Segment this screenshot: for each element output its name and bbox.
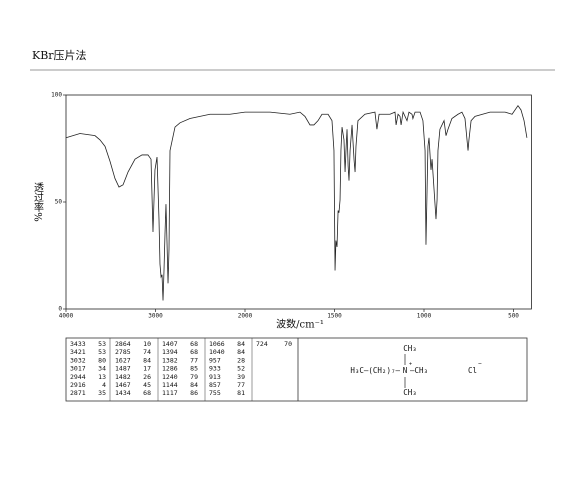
- peak-wavenumber: 755: [209, 389, 221, 397]
- peak-transmittance: 45: [143, 381, 151, 389]
- peak-transmittance: 28: [237, 356, 245, 364]
- peak-wavenumber: 933: [209, 365, 221, 373]
- peak-transmittance: 10: [143, 340, 151, 348]
- peak-wavenumber: 957: [209, 356, 221, 364]
- peak-wavenumber: 724: [256, 340, 268, 348]
- peak-transmittance: 52: [237, 365, 245, 373]
- peak-transmittance: 77: [190, 356, 198, 364]
- peak-wavenumber: 1467: [115, 381, 131, 389]
- peak-wavenumber: 1040: [209, 348, 225, 356]
- peak-wavenumber: 1117: [162, 389, 178, 397]
- peak-wavenumber: 2916: [70, 381, 86, 389]
- structure-text: +: [409, 362, 412, 368]
- y-tick-label: 0: [58, 306, 62, 313]
- peak-transmittance: 26: [143, 373, 151, 381]
- peak-wavenumber: 857: [209, 381, 221, 389]
- peak-wavenumber: 1487: [115, 365, 131, 373]
- peak-transmittance: 53: [98, 340, 106, 348]
- peak-wavenumber: 3433: [70, 340, 86, 348]
- peak-wavenumber: 1482: [115, 373, 131, 381]
- peak-wavenumber: 3032: [70, 356, 86, 364]
- peak-transmittance: 84: [143, 356, 151, 364]
- peak-transmittance: 84: [237, 348, 245, 356]
- peak-wavenumber: 1627: [115, 356, 131, 364]
- peak-transmittance: 34: [98, 365, 106, 373]
- y-tick-label: 50: [55, 199, 63, 206]
- x-tick-label: 500: [508, 313, 519, 320]
- peak-wavenumber: 1407: [162, 340, 178, 348]
- peak-transmittance: 39: [237, 373, 245, 381]
- peak-wavenumber: 2871: [70, 389, 86, 397]
- x-tick-label: 1000: [417, 313, 432, 320]
- x-tick-label: 2000: [238, 313, 253, 320]
- peak-wavenumber: 1240: [162, 373, 178, 381]
- structure-text: Cl: [468, 366, 477, 375]
- structure-text: −: [478, 361, 482, 368]
- peak-transmittance: 79: [190, 373, 198, 381]
- peak-transmittance: 53: [98, 348, 106, 356]
- peak-transmittance: 86: [190, 389, 198, 397]
- peak-transmittance: 77: [237, 381, 245, 389]
- page-title: KBr压片法: [32, 48, 87, 62]
- peak-wavenumber: 3017: [70, 365, 86, 373]
- peak-wavenumber: 2944: [70, 373, 86, 381]
- structure-text: —CH₃: [410, 366, 428, 375]
- peak-transmittance: 81: [237, 389, 245, 397]
- peak-wavenumber: 913: [209, 373, 221, 381]
- structure-text: N: [403, 366, 408, 375]
- plot-frame: [65, 94, 532, 310]
- peak-transmittance: 4: [102, 381, 106, 389]
- peak-transmittance: 68: [143, 389, 151, 397]
- y-tick-label: 100: [51, 92, 62, 99]
- peak-transmittance: 68: [190, 340, 198, 348]
- y-axis-label: 透过率%: [32, 182, 44, 222]
- peak-transmittance: 70: [284, 340, 292, 348]
- structure-text: CH₃: [403, 388, 417, 397]
- peak-wavenumber: 3421: [70, 348, 86, 356]
- peak-transmittance: 74: [143, 348, 151, 356]
- peak-transmittance: 13: [98, 373, 106, 381]
- peak-wavenumber: 1434: [115, 389, 131, 397]
- peak-transmittance: 84: [190, 381, 198, 389]
- peak-wavenumber: 1066: [209, 340, 225, 348]
- x-axis-label: 波数/cm⁻¹: [276, 318, 324, 331]
- peak-transmittance: 17: [143, 365, 151, 373]
- peak-transmittance: 35: [98, 389, 106, 397]
- peak-transmittance: 80: [98, 356, 106, 364]
- peak-wavenumber: 2785: [115, 348, 131, 356]
- x-tick-label: 3000: [148, 313, 163, 320]
- peak-transmittance: 68: [190, 348, 198, 356]
- peak-wavenumber: 1286: [162, 365, 178, 373]
- structure-text: H₃C—(CH₂)₇—: [350, 366, 400, 375]
- table-frame: [65, 337, 528, 402]
- peak-wavenumber: 2864: [115, 340, 131, 348]
- peak-wavenumber: 1144: [162, 381, 178, 389]
- peak-wavenumber: 1382: [162, 356, 178, 364]
- spectrum-line: [65, 105, 528, 301]
- peak-transmittance: 85: [190, 365, 198, 373]
- peak-transmittance: 84: [237, 340, 245, 348]
- peak-wavenumber: 1394: [162, 348, 178, 356]
- x-tick-label: 1500: [327, 313, 342, 320]
- structure-text: CH₃: [403, 344, 417, 353]
- x-tick-label: 4000: [59, 313, 74, 320]
